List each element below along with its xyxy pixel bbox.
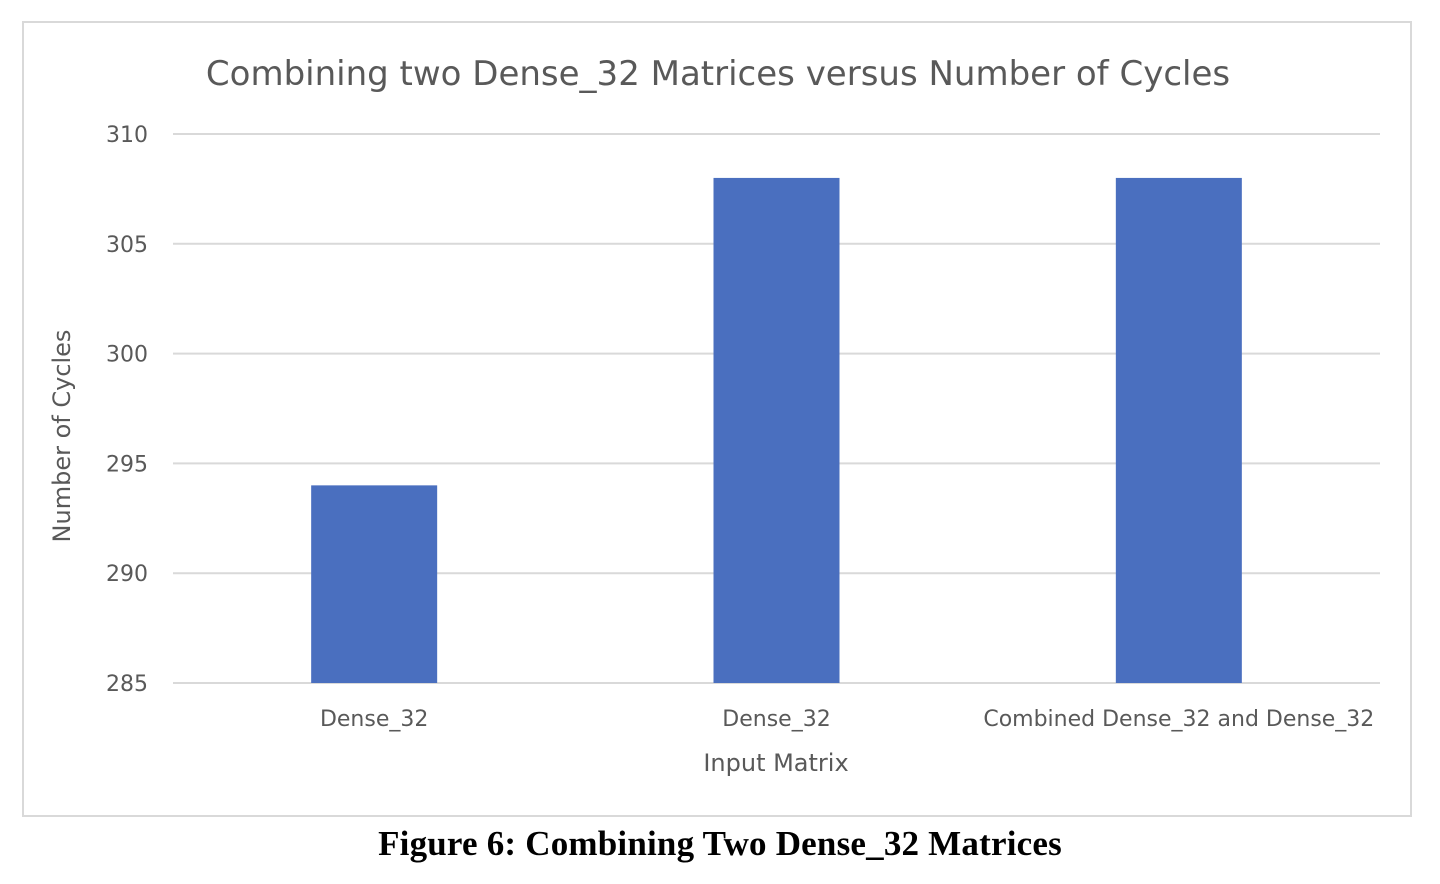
bar [1115,177,1242,684]
figure-caption: Figure 6: Combining Two Dense_32 Matrice… [378,824,1062,863]
bars [311,177,1242,684]
y-tick-label: 285 [106,672,148,697]
y-tick-label: 310 [106,123,148,148]
chart-title: Combining two Dense_32 Matrices versus N… [206,54,1230,94]
x-axis-title: Input Matrix [703,749,848,777]
y-tick-label: 300 [106,343,148,368]
y-tick-label: 295 [106,452,148,477]
x-axis-ticks: Dense_32 Dense_32 Combined Dense_32 and De… [320,707,1374,732]
bar-chart: Combining two Dense_32 Matrices versus N… [48,54,1380,777]
y-axis-title: Number of Cycles [48,330,76,543]
x-tick-label: Dense_32 [722,707,830,732]
x-tick-label: Dense_32 [320,707,428,732]
y-axis-ticks: 285 290 295 300 305 310 [106,123,148,697]
x-tick-label: Combined Dense_32 and Dense_32 [983,707,1374,732]
y-tick-label: 290 [106,562,148,587]
bar [713,177,840,684]
bar [311,485,438,683]
y-tick-label: 305 [106,233,148,258]
